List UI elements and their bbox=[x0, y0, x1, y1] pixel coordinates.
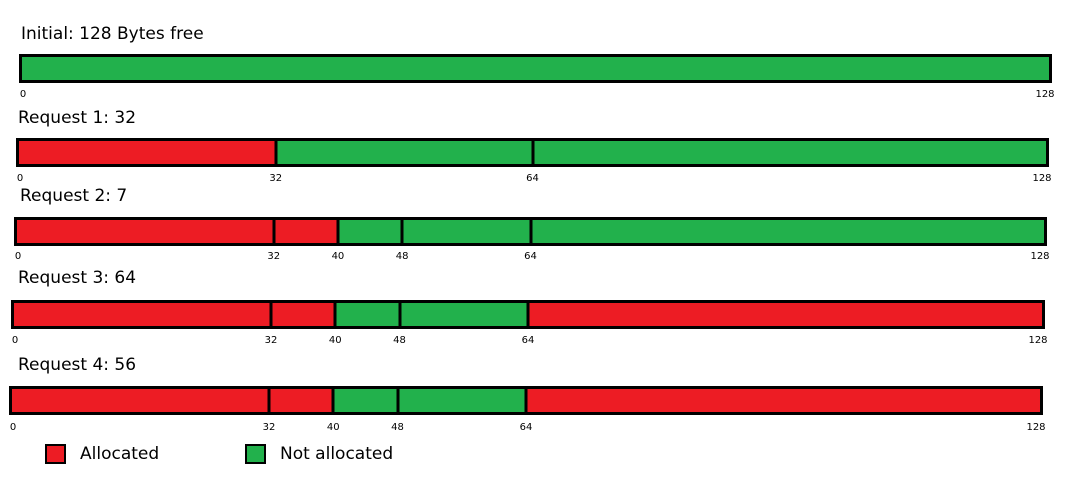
tick-label: 64 bbox=[524, 251, 537, 262]
row-title: Request 3: 64 bbox=[18, 268, 137, 288]
tick-label: 0 bbox=[9, 422, 17, 433]
free-block bbox=[333, 389, 526, 412]
tick-label: 64 bbox=[519, 422, 533, 433]
memory-bar bbox=[14, 217, 1047, 246]
memory-bar bbox=[9, 386, 1043, 415]
tick-label: 128 bbox=[1030, 251, 1050, 262]
block-divider bbox=[398, 303, 401, 326]
legend-allocated-swatch bbox=[45, 444, 66, 464]
tick-label: 0 bbox=[19, 89, 27, 100]
memory-bar bbox=[11, 300, 1045, 329]
block-divider bbox=[269, 303, 273, 326]
block-divider bbox=[529, 220, 532, 243]
allocated-block bbox=[14, 303, 336, 326]
tick-label: 32 bbox=[264, 335, 278, 346]
tick-label: 128 bbox=[1026, 422, 1046, 433]
memory-bar bbox=[16, 138, 1049, 167]
tick-label: 0 bbox=[14, 251, 22, 262]
free-block bbox=[337, 220, 1044, 243]
block-divider bbox=[400, 220, 404, 243]
memory-bar bbox=[19, 54, 1052, 83]
block-divider bbox=[336, 220, 340, 243]
block-divider bbox=[272, 220, 276, 243]
tick-label: 32 bbox=[267, 251, 281, 262]
free-block bbox=[22, 57, 1049, 80]
tick-label: 32 bbox=[262, 422, 276, 433]
block-divider bbox=[531, 141, 534, 164]
row-title: Request 2: 7 bbox=[20, 186, 128, 206]
tick-label: 128 bbox=[1035, 89, 1055, 100]
block-divider bbox=[526, 303, 530, 326]
tick-label: 32 bbox=[269, 173, 283, 184]
tick-label: 48 bbox=[395, 251, 409, 262]
block-divider bbox=[274, 141, 278, 164]
tick-label: 0 bbox=[11, 335, 19, 346]
tick-label: 128 bbox=[1032, 173, 1052, 184]
legend-allocated-label: Allocated bbox=[80, 444, 160, 464]
tick-label: 48 bbox=[393, 335, 406, 346]
free-block bbox=[275, 141, 1046, 164]
legend-not-allocated: Not allocated bbox=[245, 444, 393, 464]
allocated-block bbox=[17, 220, 338, 243]
block-divider bbox=[267, 389, 271, 412]
row-title: Request 1: 32 bbox=[18, 108, 137, 128]
block-divider bbox=[333, 303, 337, 326]
free-block bbox=[335, 303, 528, 326]
allocated-block bbox=[19, 141, 276, 164]
allocated-block bbox=[12, 389, 334, 412]
allocated-block bbox=[526, 389, 1040, 412]
tick-label: 40 bbox=[328, 335, 342, 346]
row-title: Initial: 128 Bytes free bbox=[21, 24, 204, 44]
block-divider bbox=[331, 389, 335, 412]
tick-label: 0 bbox=[16, 173, 24, 184]
tick-label: 64 bbox=[526, 173, 539, 184]
tick-label: 128 bbox=[1028, 335, 1048, 346]
tick-label: 64 bbox=[521, 335, 535, 346]
legend-not-allocated-swatch bbox=[245, 444, 266, 464]
tick-label: 48 bbox=[391, 422, 404, 433]
tick-label: 40 bbox=[326, 422, 340, 433]
legend-allocated: Allocated bbox=[45, 444, 159, 464]
legend-not-allocated-label: Not allocated bbox=[280, 444, 394, 464]
block-divider bbox=[396, 389, 399, 412]
allocated-block bbox=[528, 303, 1042, 326]
block-divider bbox=[524, 389, 528, 412]
row-title: Request 4: 56 bbox=[18, 355, 137, 375]
tick-label: 40 bbox=[331, 251, 345, 262]
